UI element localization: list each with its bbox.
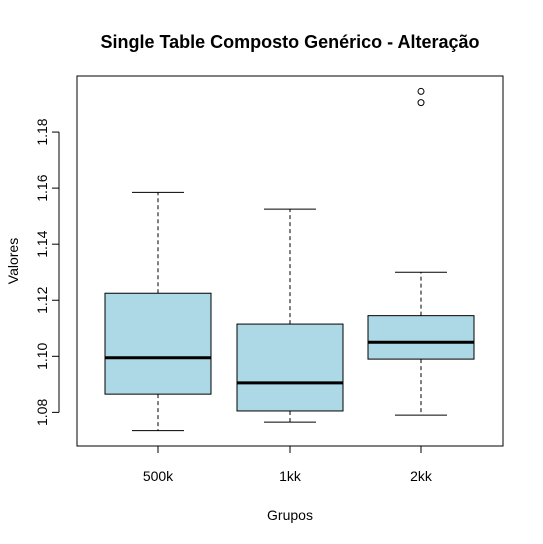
- y-tick-label: 1.10: [34, 342, 50, 369]
- box-iqr: [236, 323, 344, 412]
- box-1kk: [236, 208, 344, 423]
- x-axis-label: Grupos: [267, 507, 313, 523]
- y-tick-label: 1.08: [34, 399, 50, 426]
- outlier-point: [417, 87, 425, 95]
- x-axis: 500k 1kk 2kk: [143, 445, 433, 484]
- y-tick-label: 1.14: [34, 230, 50, 257]
- x-tick-label: 1kk: [279, 468, 302, 484]
- y-tick-label: 1.18: [34, 118, 50, 145]
- box-2kk: [367, 87, 475, 416]
- y-axis-label: Valores: [5, 238, 21, 284]
- x-tick-label: 2kk: [410, 468, 433, 484]
- y-tick-label: 1.12: [34, 286, 50, 313]
- box-500k: [104, 191, 212, 432]
- boxes-layer: [104, 87, 475, 432]
- y-axis: 1.08 1.10 1.12 1.14 1.16 1.18: [34, 118, 60, 426]
- chart-title: Single Table Composto Genérico - Alteraç…: [100, 32, 479, 52]
- box-iqr: [367, 315, 475, 360]
- outlier-point: [417, 99, 425, 107]
- box-iqr: [104, 292, 212, 395]
- x-tick-label: 500k: [143, 468, 174, 484]
- y-tick-label: 1.16: [34, 174, 50, 201]
